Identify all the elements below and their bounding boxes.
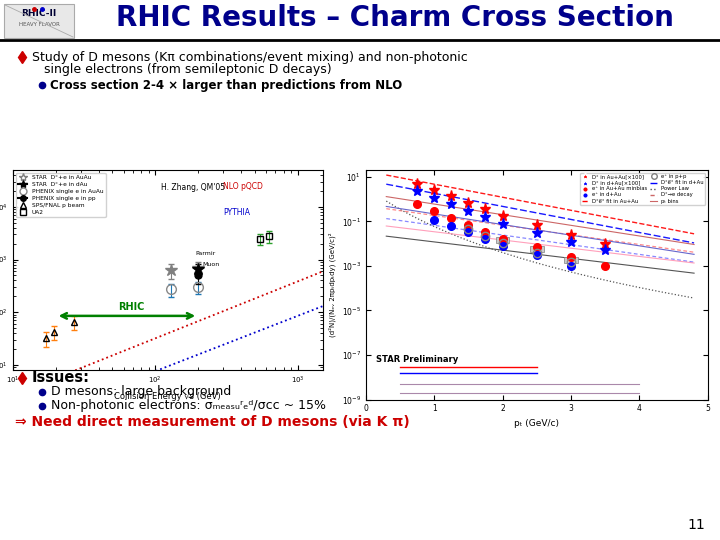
- Text: PYTHIA: PYTHIA: [223, 208, 250, 217]
- Text: ⇒ Need direct measurement of D mesons (via K π): ⇒ Need direct measurement of D mesons (v…: [15, 415, 410, 429]
- X-axis label: Collision Energy √s (GeV): Collision Energy √s (GeV): [114, 392, 221, 401]
- Text: NLO pQCD: NLO pQCD: [223, 182, 263, 191]
- Text: Parmir: Parmir: [195, 251, 215, 256]
- Bar: [530, 246, 544, 252]
- Legend: D° in Au+Au[×100], D° in d+Au[×100], e⁺ in Au+Au minbias, e⁺ in d+Au, D°e̅° fit : D° in Au+Au[×100], D° in d+Au[×100], e⁺ …: [580, 173, 705, 205]
- Text: Non-photonic electrons: σₘₑₐₛᵤʳₑᵈ/σᴄᴄ ~ 15%: Non-photonic electrons: σₘₑₐₛᵤʳₑᵈ/σᴄᴄ ~ …: [51, 400, 326, 413]
- Text: 11: 11: [688, 518, 705, 532]
- Bar: [496, 237, 510, 243]
- Text: H. Zhang, QM'05: H. Zhang, QM'05: [161, 184, 225, 192]
- Text: STAR Preliminary: STAR Preliminary: [376, 355, 458, 364]
- Text: D mesons: large background: D mesons: large background: [51, 386, 231, 399]
- Text: HEAVY FLAVOR: HEAVY FLAVOR: [19, 22, 60, 26]
- Text: Issues:: Issues:: [32, 370, 90, 386]
- Legend: STAR  D°+e in AuAu, STAR  D°+e in dAu, PHENIX single e in AuAu, PHENIX single e : STAR D°+e in AuAu, STAR D°+e in dAu, PHE…: [16, 173, 106, 217]
- Text: Cross section 2-4 × larger than predictions from NLO: Cross section 2-4 × larger than predicti…: [50, 78, 402, 91]
- Text: Study of D mesons (Kπ combinations/event mixing) and non-photonic: Study of D mesons (Kπ combinations/event…: [32, 51, 468, 64]
- Text: single electrons (from semileptonic D decays): single electrons (from semileptonic D de…: [44, 64, 332, 77]
- Y-axis label: (d²N)/(Nₑᵥ 2πpₜdpₜdy) (GeV/c)²: (d²N)/(Nₑᵥ 2πpₜdpₜdy) (GeV/c)²: [328, 233, 336, 337]
- Text: Muon: Muon: [202, 262, 220, 267]
- Bar: [564, 256, 577, 262]
- FancyBboxPatch shape: [4, 4, 74, 38]
- Text: RHIC Results – Charm Cross Section: RHIC Results – Charm Cross Section: [116, 4, 674, 32]
- Text: RHIC-II: RHIC-II: [22, 10, 57, 18]
- Text: RHIC: RHIC: [118, 302, 145, 312]
- X-axis label: pₜ (GeV/c): pₜ (GeV/c): [514, 419, 559, 428]
